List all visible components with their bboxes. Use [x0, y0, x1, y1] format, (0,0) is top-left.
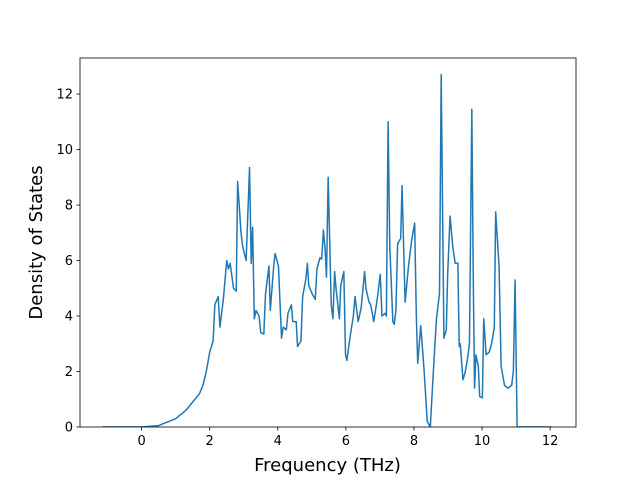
- x-tick-label: 2: [206, 434, 214, 449]
- x-tick-label: 10: [474, 434, 491, 449]
- y-tick-label: 0: [65, 421, 73, 436]
- x-tick-label: 6: [342, 434, 350, 449]
- x-tick-label: 4: [274, 434, 282, 449]
- dos-line: [102, 73, 552, 427]
- y-tick-label: 10: [56, 143, 73, 158]
- y-tick-label: 8: [65, 199, 73, 214]
- x-tick-label: 12: [542, 434, 559, 449]
- y-tick-label: 12: [56, 88, 73, 103]
- x-tick-label: 8: [410, 434, 418, 449]
- x-axis-label: Frequency (THz): [254, 455, 401, 476]
- y-axis-label: Density of States: [26, 165, 47, 319]
- axes-frame: [79, 57, 577, 428]
- x-tick-label: 0: [137, 434, 145, 449]
- y-tick-label: 6: [65, 254, 73, 269]
- y-tick-label: 2: [65, 365, 73, 380]
- y-tick-label: 4: [65, 310, 73, 325]
